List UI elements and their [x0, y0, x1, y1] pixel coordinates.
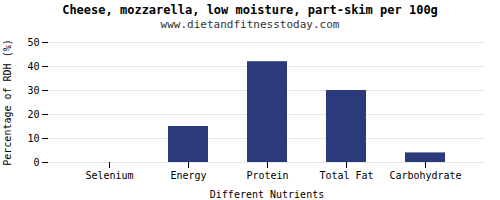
svg-text:Different Nutrients: Different Nutrients	[210, 189, 324, 200]
svg-text:Carbohydrate: Carbohydrate	[389, 170, 461, 181]
svg-text:20: 20	[27, 109, 39, 120]
svg-text:Selenium: Selenium	[85, 170, 133, 181]
html-text:Cheese, mozzarella, low moistu: Cheese, mozzarella, low moisture, part-s…	[62, 3, 438, 17]
svg-text:Percentage of RDH (%): Percentage of RDH (%)	[2, 39, 13, 165]
svg-text:10: 10	[27, 133, 39, 144]
svg-text:Total Fat: Total Fat	[319, 170, 373, 181]
svg-text:50: 50	[27, 37, 39, 48]
svg-text:40: 40	[27, 61, 39, 72]
html-text:www.dietandfitnesstoday.com: www.dietandfitnesstoday.com	[160, 18, 340, 31]
svg-text:Energy: Energy	[170, 170, 206, 181]
svg-text:0: 0	[33, 157, 39, 168]
svg-text:30: 30	[27, 85, 39, 96]
svg-text:Protein: Protein	[246, 170, 288, 181]
